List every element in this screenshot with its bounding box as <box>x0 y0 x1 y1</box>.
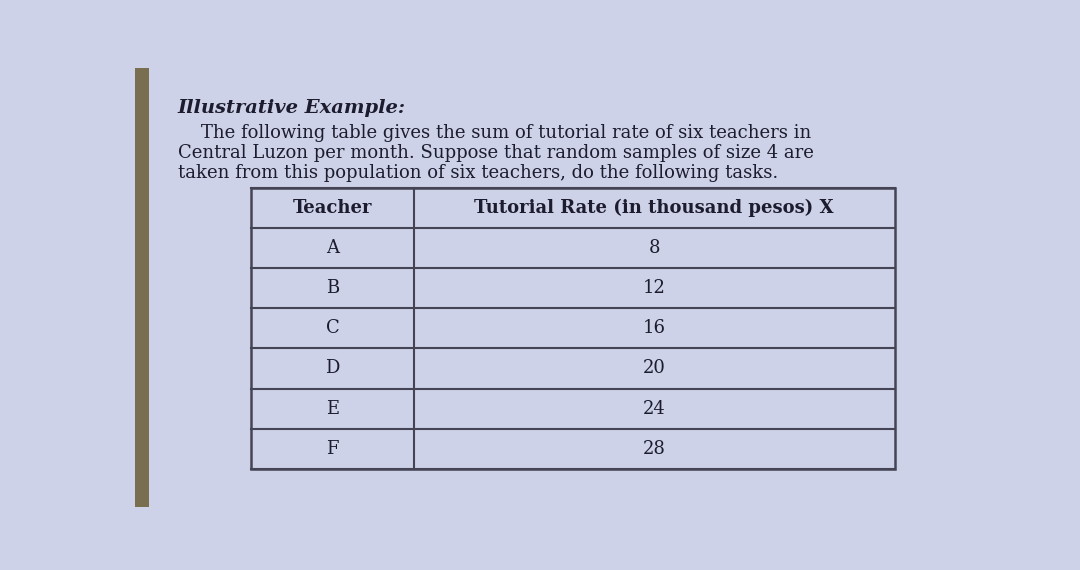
Text: 16: 16 <box>643 319 665 337</box>
Text: Central Luzon per month. Suppose that random samples of size 4 are: Central Luzon per month. Suppose that ra… <box>177 144 813 162</box>
Bar <box>135 68 149 507</box>
Text: C: C <box>326 319 339 337</box>
Text: The following table gives the sum of tutorial rate of six teachers in: The following table gives the sum of tut… <box>177 124 811 142</box>
Text: 12: 12 <box>643 279 665 297</box>
Text: Tutorial Rate (in thousand pesos) X: Tutorial Rate (in thousand pesos) X <box>474 199 834 217</box>
Text: E: E <box>326 400 339 418</box>
Text: taken from this population of six teachers, do the following tasks.: taken from this population of six teache… <box>177 164 778 182</box>
Text: F: F <box>326 439 339 458</box>
Text: 8: 8 <box>648 239 660 257</box>
Text: A: A <box>326 239 339 257</box>
Text: Illustrative Example:: Illustrative Example: <box>177 99 406 117</box>
Text: Teacher: Teacher <box>293 199 373 217</box>
Text: 28: 28 <box>643 439 665 458</box>
Bar <box>252 188 894 469</box>
Text: B: B <box>326 279 339 297</box>
Text: 20: 20 <box>643 360 665 377</box>
Text: 24: 24 <box>643 400 665 418</box>
Text: D: D <box>325 360 340 377</box>
